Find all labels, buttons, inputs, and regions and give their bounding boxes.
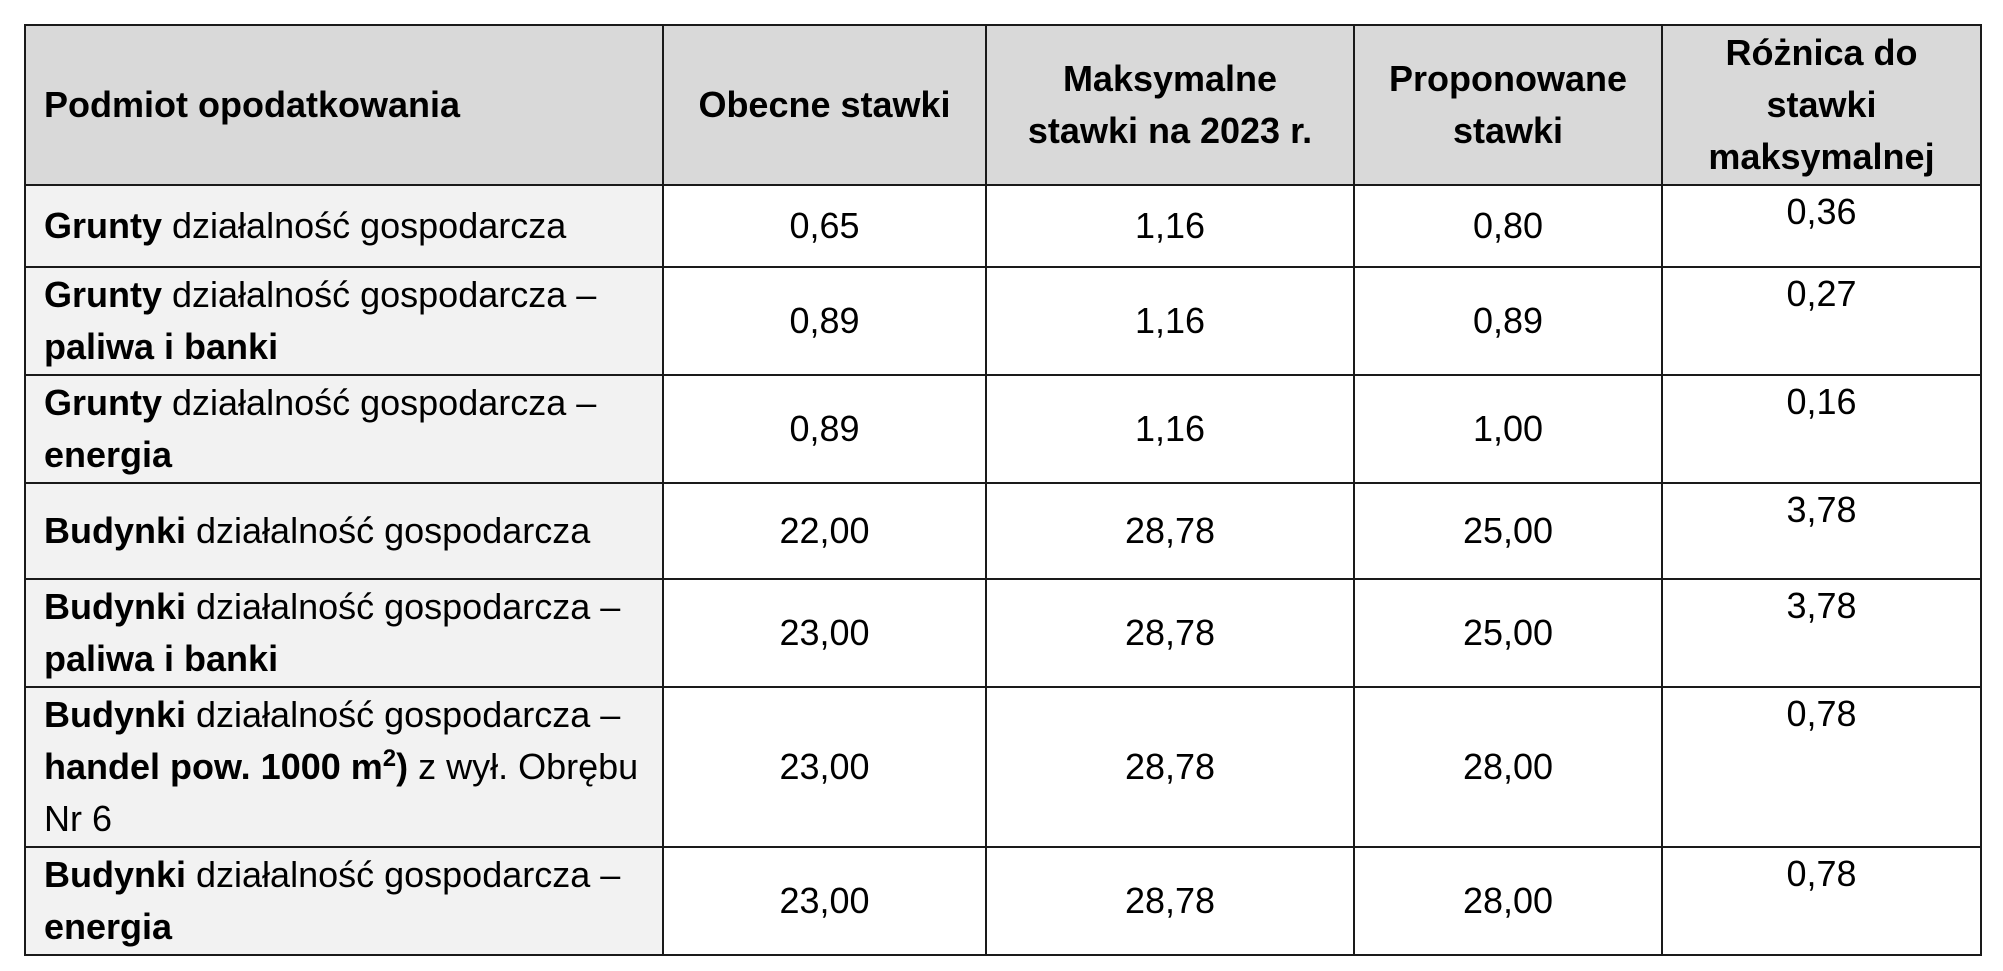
current-rate-cell: 23,00 xyxy=(662,578,987,688)
proposed-rate-cell: 25,00 xyxy=(1353,578,1663,688)
table-row: Budynki działalność gospodarcza 22,00 28… xyxy=(24,482,1982,580)
header-diff-to-max: Różnica do stawki maksymalnej xyxy=(1661,24,1982,186)
subject-cell: Budynki działalność gospodarcza – paliwa… xyxy=(24,578,664,688)
diff-cell: 0,78 xyxy=(1661,686,1982,848)
max-rate-cell: 28,78 xyxy=(985,846,1355,956)
table-row: Budynki działalność gospodarcza – paliwa… xyxy=(24,578,1982,688)
current-rate-cell: 23,00 xyxy=(662,686,987,848)
proposed-rate-cell: 1,00 xyxy=(1353,374,1663,484)
proposed-rate-cell: 25,00 xyxy=(1353,482,1663,580)
table-row: Grunty działalność gospodarcza – paliwa … xyxy=(24,266,1982,376)
header-subject: Podmiot opodatkowania xyxy=(24,24,664,186)
subject-cell: Budynki działalność gospodarcza – handel… xyxy=(24,686,664,848)
table-row: Budynki działalność gospodarcza – energi… xyxy=(24,846,1982,956)
table-row: Grunty działalność gospodarcza – energia… xyxy=(24,374,1982,484)
diff-cell: 3,78 xyxy=(1661,482,1982,580)
header-max-rates: Maksymalne stawki na 2023 r. xyxy=(985,24,1355,186)
subject-cell: Grunty działalność gospodarcza xyxy=(24,184,664,268)
subject-cell: Grunty działalność gospodarcza – paliwa … xyxy=(24,266,664,376)
header-proposed-rates: Proponowane stawki xyxy=(1353,24,1663,186)
current-rate-cell: 22,00 xyxy=(662,482,987,580)
max-rate-cell: 1,16 xyxy=(985,184,1355,268)
current-rate-cell: 23,00 xyxy=(662,846,987,956)
diff-cell: 0,78 xyxy=(1661,846,1982,956)
proposed-rate-cell: 28,00 xyxy=(1353,686,1663,848)
diff-cell: 0,16 xyxy=(1661,374,1982,484)
diff-cell: 0,36 xyxy=(1661,184,1982,268)
proposed-rate-cell: 0,89 xyxy=(1353,266,1663,376)
diff-cell: 3,78 xyxy=(1661,578,1982,688)
max-rate-cell: 28,78 xyxy=(985,482,1355,580)
table-row: Grunty działalność gospodarcza 0,65 1,16… xyxy=(24,184,1982,268)
tax-rates-table-wrapper: Podmiot opodatkowania Obecne stawki Maks… xyxy=(24,24,1982,956)
current-rate-cell: 0,89 xyxy=(662,266,987,376)
max-rate-cell: 28,78 xyxy=(985,686,1355,848)
max-rate-cell: 1,16 xyxy=(985,374,1355,484)
tax-rates-table: Podmiot opodatkowania Obecne stawki Maks… xyxy=(24,24,1982,956)
diff-cell: 0,27 xyxy=(1661,266,1982,376)
max-rate-cell: 1,16 xyxy=(985,266,1355,376)
table-header-row: Podmiot opodatkowania Obecne stawki Maks… xyxy=(24,24,1982,186)
subject-cell: Budynki działalność gospodarcza – energi… xyxy=(24,846,664,956)
proposed-rate-cell: 28,00 xyxy=(1353,846,1663,956)
subject-cell: Budynki działalność gospodarcza xyxy=(24,482,664,580)
table-row: Budynki działalność gospodarcza – handel… xyxy=(24,686,1982,848)
subject-cell: Grunty działalność gospodarcza – energia xyxy=(24,374,664,484)
current-rate-cell: 0,65 xyxy=(662,184,987,268)
header-current-rates: Obecne stawki xyxy=(662,24,987,186)
proposed-rate-cell: 0,80 xyxy=(1353,184,1663,268)
current-rate-cell: 0,89 xyxy=(662,374,987,484)
max-rate-cell: 28,78 xyxy=(985,578,1355,688)
